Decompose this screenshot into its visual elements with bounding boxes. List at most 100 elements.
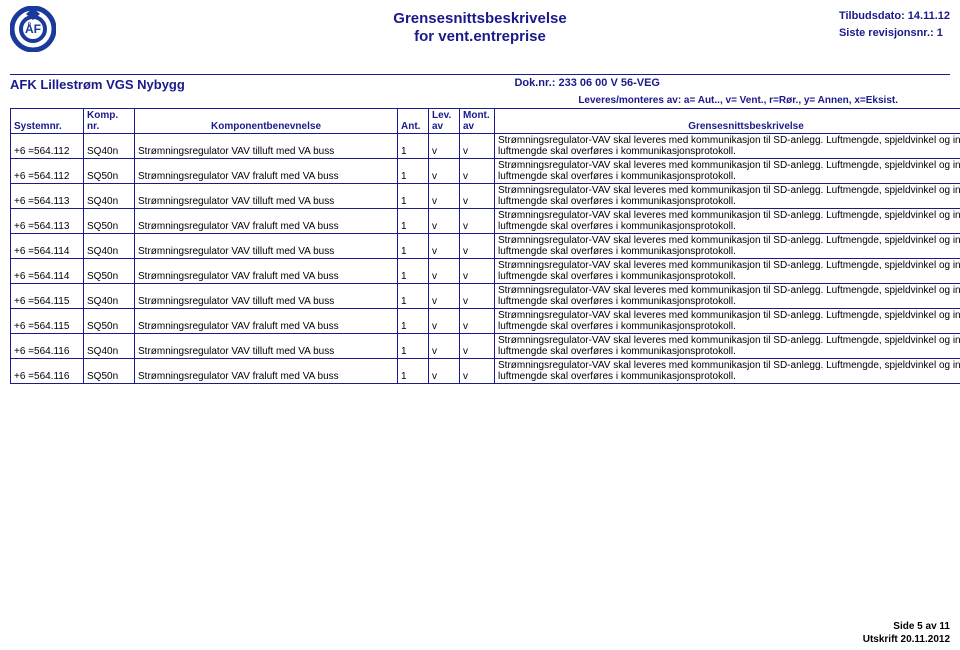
cell-kompnr: SQ40n xyxy=(84,284,135,309)
print-date: Utskrift 20.11.2012 xyxy=(863,633,950,646)
cell-benevnelse: Strømningsregulator VAV tilluft med VA b… xyxy=(135,334,398,359)
title-line2: for vent.entreprise xyxy=(10,28,950,46)
cell-desc: Strømningsregulator-VAV skal leveres med… xyxy=(495,184,960,209)
cell-systemnr: +6 =564.115 xyxy=(11,284,84,309)
cell-mont: v xyxy=(460,259,495,284)
table-row: +6 =564.113SQ40nStrømningsregulator VAV … xyxy=(11,184,960,209)
cell-ant: 1 xyxy=(398,134,429,159)
tilbudsdato: Tilbudsdato: 14.11.12 xyxy=(839,8,950,25)
cell-lev: v xyxy=(429,359,460,384)
th-ant: Ant. xyxy=(398,109,429,134)
cell-systemnr: +6 =564.116 xyxy=(11,359,84,384)
cell-desc: Strømningsregulator-VAV skal leveres med… xyxy=(495,159,960,184)
th-kompnr: Komp. nr. xyxy=(84,109,135,134)
title-line1: Grensesnittsbeskrivelse xyxy=(10,10,950,28)
cell-ant: 1 xyxy=(398,234,429,259)
table-row: +6 =564.114SQ50nStrømningsregulator VAV … xyxy=(11,259,960,284)
cell-mont: v xyxy=(460,309,495,334)
cell-desc: Strømningsregulator-VAV skal leveres med… xyxy=(495,334,960,359)
cell-benevnelse: Strømningsregulator VAV fraluft med VA b… xyxy=(135,259,398,284)
project-name: AFK Lillestrøm VGS Nybygg xyxy=(10,77,185,92)
cell-benevnelse: Strømningsregulator VAV fraluft med VA b… xyxy=(135,209,398,234)
cell-systemnr: +6 =564.113 xyxy=(11,184,84,209)
cell-ant: 1 xyxy=(398,309,429,334)
cell-mont: v xyxy=(460,334,495,359)
cell-mont: v xyxy=(460,284,495,309)
cell-kompnr: SQ40n xyxy=(84,234,135,259)
legend-text: Leveres/monteres av: a= Aut.., v= Vent.,… xyxy=(578,95,898,106)
table-row: +6 =564.115SQ50nStrømningsregulator VAV … xyxy=(11,309,960,334)
cell-ant: 1 xyxy=(398,259,429,284)
cell-lev: v xyxy=(429,284,460,309)
cell-benevnelse: Strømningsregulator VAV fraluft med VA b… xyxy=(135,309,398,334)
th-benevnelse: Komponentbenevnelse xyxy=(135,109,398,134)
cell-mont: v xyxy=(460,234,495,259)
table-row: +6 =564.112SQ40nStrømningsregulator VAV … xyxy=(11,134,960,159)
cell-lev: v xyxy=(429,209,460,234)
th-lev: Lev. av xyxy=(429,109,460,134)
table-row: +6 =564.116SQ50nStrømningsregulator VAV … xyxy=(11,359,960,384)
cell-kompnr: SQ50n xyxy=(84,209,135,234)
cell-kompnr: SQ40n xyxy=(84,134,135,159)
cell-desc: Strømningsregulator-VAV skal leveres med… xyxy=(495,259,960,284)
th-systemnr: Systemnr. xyxy=(11,109,84,134)
cell-systemnr: +6 =564.114 xyxy=(11,259,84,284)
data-table: Systemnr. Komp. nr. Komponentbenevnelse … xyxy=(10,108,960,384)
table-row: +6 =564.116SQ40nStrømningsregulator VAV … xyxy=(11,334,960,359)
page-number: Side 5 av 11 xyxy=(863,620,950,633)
cell-systemnr: +6 =564.115 xyxy=(11,309,84,334)
cell-ant: 1 xyxy=(398,184,429,209)
th-desc: Grensesnittsbeskrivelse xyxy=(495,109,960,134)
cell-systemnr: +6 =564.112 xyxy=(11,134,84,159)
cell-lev: v xyxy=(429,184,460,209)
cell-lev: v xyxy=(429,234,460,259)
page: ÅF Grensesnittsbeskrivelse for vent.entr… xyxy=(0,0,960,650)
doknr: Dok.nr.: 233 06 00 V 56-VEG xyxy=(514,77,660,89)
header: ÅF Grensesnittsbeskrivelse for vent.entr… xyxy=(10,6,950,74)
cell-systemnr: +6 =564.114 xyxy=(11,234,84,259)
cell-desc: Strømningsregulator-VAV skal leveres med… xyxy=(495,234,960,259)
cell-desc: Strømningsregulator-VAV skal leveres med… xyxy=(495,209,960,234)
cell-benevnelse: Strømningsregulator VAV fraluft med VA b… xyxy=(135,159,398,184)
cell-ant: 1 xyxy=(398,359,429,384)
table-row: +6 =564.113SQ50nStrømningsregulator VAV … xyxy=(11,209,960,234)
cell-mont: v xyxy=(460,134,495,159)
cell-ant: 1 xyxy=(398,159,429,184)
cell-ant: 1 xyxy=(398,334,429,359)
header-right: Tilbudsdato: 14.11.12 Siste revisjonsnr.… xyxy=(839,8,950,41)
revisjon: Siste revisjonsnr.: 1 xyxy=(839,25,950,42)
cell-benevnelse: Strømningsregulator VAV fraluft med VA b… xyxy=(135,359,398,384)
cell-benevnelse: Strømningsregulator VAV tilluft med VA b… xyxy=(135,284,398,309)
cell-mont: v xyxy=(460,159,495,184)
subheader: AFK Lillestrøm VGS Nybygg Dok.nr.: 233 0… xyxy=(10,74,950,93)
cell-lev: v xyxy=(429,309,460,334)
cell-kompnr: SQ50n xyxy=(84,309,135,334)
cell-desc: Strømningsregulator-VAV skal leveres med… xyxy=(495,359,960,384)
title-block: Grensesnittsbeskrivelse for vent.entrepr… xyxy=(10,10,950,46)
cell-kompnr: SQ40n xyxy=(84,334,135,359)
cell-ant: 1 xyxy=(398,284,429,309)
cell-lev: v xyxy=(429,334,460,359)
cell-benevnelse: Strømningsregulator VAV tilluft med VA b… xyxy=(135,184,398,209)
th-mont: Mont. av xyxy=(460,109,495,134)
table-body: +6 =564.112SQ40nStrømningsregulator VAV … xyxy=(11,134,960,384)
cell-mont: v xyxy=(460,209,495,234)
cell-benevnelse: Strømningsregulator VAV tilluft med VA b… xyxy=(135,234,398,259)
cell-lev: v xyxy=(429,159,460,184)
cell-systemnr: +6 =564.116 xyxy=(11,334,84,359)
cell-kompnr: SQ50n xyxy=(84,159,135,184)
cell-mont: v xyxy=(460,184,495,209)
cell-desc: Strømningsregulator-VAV skal leveres med… xyxy=(495,134,960,159)
cell-kompnr: SQ50n xyxy=(84,359,135,384)
cell-desc: Strømningsregulator-VAV skal leveres med… xyxy=(495,309,960,334)
cell-kompnr: SQ50n xyxy=(84,259,135,284)
legend: Leveres/monteres av: a= Aut.., v= Vent.,… xyxy=(10,95,950,106)
cell-systemnr: +6 =564.112 xyxy=(11,159,84,184)
cell-systemnr: +6 =564.113 xyxy=(11,209,84,234)
cell-ant: 1 xyxy=(398,209,429,234)
cell-benevnelse: Strømningsregulator VAV tilluft med VA b… xyxy=(135,134,398,159)
cell-mont: v xyxy=(460,359,495,384)
table-row: +6 =564.115SQ40nStrømningsregulator VAV … xyxy=(11,284,960,309)
cell-lev: v xyxy=(429,134,460,159)
table-row: +6 =564.114SQ40nStrømningsregulator VAV … xyxy=(11,234,960,259)
